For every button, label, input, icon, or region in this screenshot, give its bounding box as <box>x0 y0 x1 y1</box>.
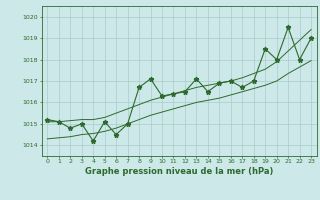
X-axis label: Graphe pression niveau de la mer (hPa): Graphe pression niveau de la mer (hPa) <box>85 167 273 176</box>
